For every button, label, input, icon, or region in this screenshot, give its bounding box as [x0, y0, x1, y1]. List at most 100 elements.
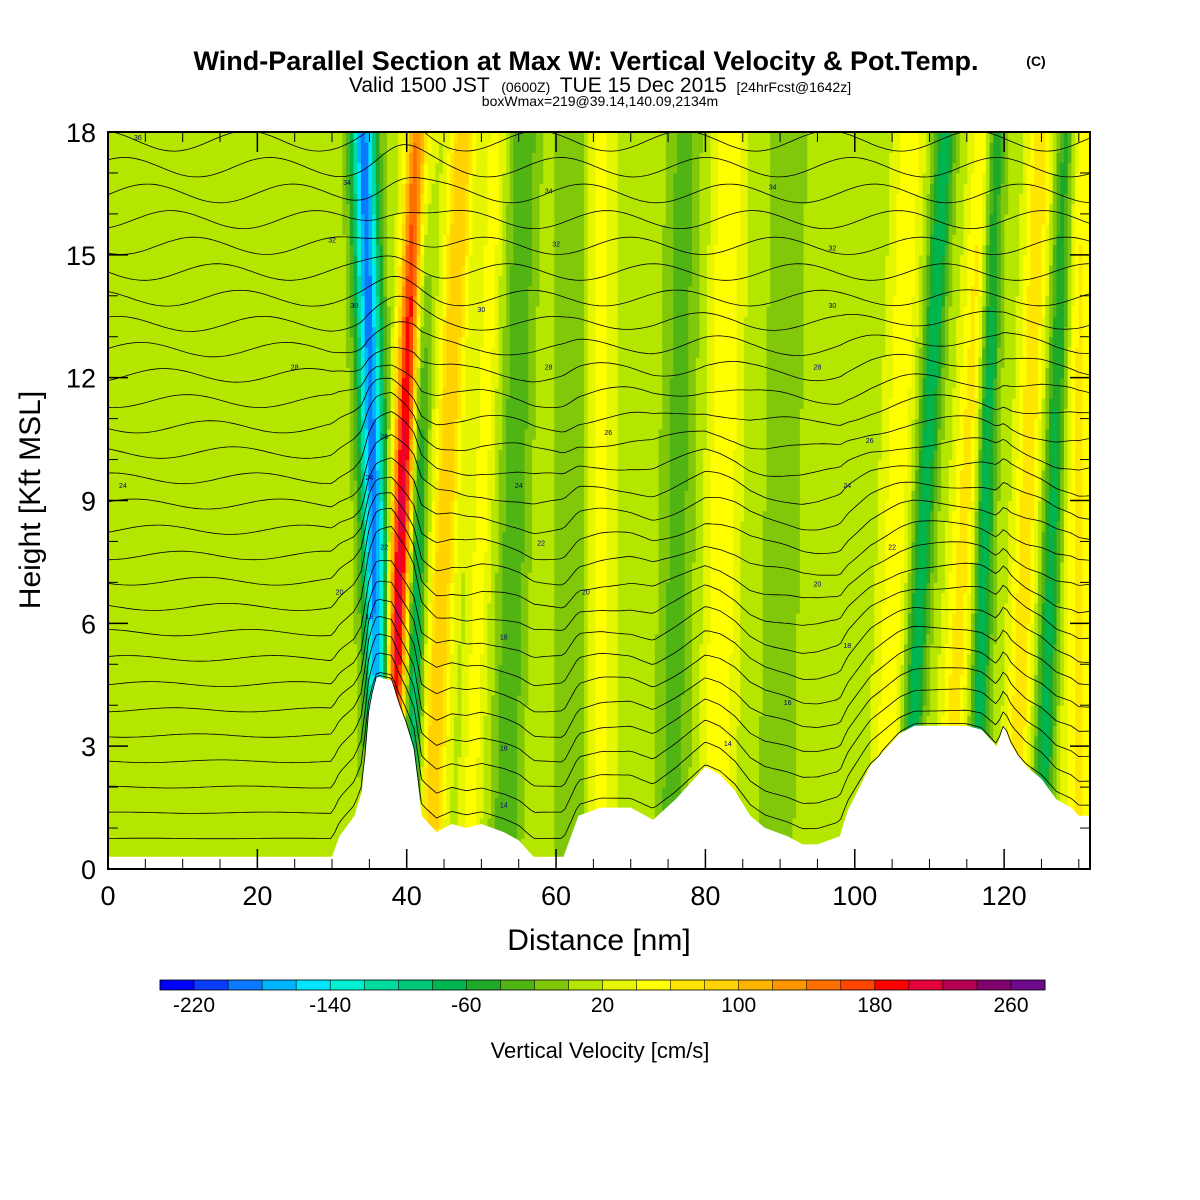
- velocity-cell: [160, 306, 165, 317]
- velocity-cell: [167, 633, 172, 645]
- velocity-cell: [305, 674, 310, 686]
- velocity-cell: [115, 193, 120, 205]
- velocity-cell: [331, 387, 336, 399]
- velocity-cell: [293, 735, 299, 747]
- velocity-cell: [331, 582, 336, 594]
- velocity-cell: [130, 244, 135, 256]
- velocity-cell: [230, 561, 236, 573]
- velocity-cell: [215, 674, 221, 686]
- velocity-cell: [241, 346, 247, 358]
- velocity-cell: [182, 306, 187, 317]
- velocity-cell: [115, 418, 120, 430]
- velocity-cell: [119, 664, 124, 676]
- velocity-cell: [126, 408, 131, 420]
- velocity-cell: [182, 295, 187, 307]
- velocity-cell: [227, 203, 232, 215]
- velocity-cell: [346, 459, 351, 471]
- velocity-cell: [197, 203, 202, 215]
- velocity-cell: [264, 654, 269, 665]
- velocity-cell: [230, 306, 236, 317]
- velocity-cell: [282, 316, 288, 328]
- velocity-cell: [260, 377, 265, 389]
- velocity-cell: [219, 592, 224, 604]
- velocity-cell: [212, 633, 217, 645]
- velocity-cell: [208, 469, 213, 481]
- velocity-cell: [215, 265, 221, 276]
- velocity-cell: [260, 285, 265, 297]
- velocity-cell: [171, 203, 176, 215]
- velocity-cell: [134, 705, 139, 717]
- velocity-cell: [323, 643, 329, 655]
- velocity-cell: [282, 582, 288, 594]
- velocity-cell: [245, 500, 250, 512]
- velocity-cell: [282, 152, 288, 164]
- velocity-cell: [245, 193, 250, 205]
- velocity-cell: [145, 787, 150, 798]
- velocity-cell: [316, 213, 321, 225]
- velocity-cell: [264, 428, 269, 440]
- velocity-cell: [238, 787, 243, 798]
- velocity-cell: [353, 592, 358, 604]
- velocity-cell: [145, 674, 150, 686]
- velocity-cell: [290, 203, 295, 215]
- velocity-cell: [208, 398, 213, 409]
- velocity-cell: [249, 398, 254, 409]
- velocity-cell: [357, 418, 362, 430]
- velocity-cell: [115, 602, 120, 614]
- velocity-cell: [208, 213, 213, 225]
- velocity-cell: [227, 377, 232, 389]
- velocity-cell: [245, 234, 250, 246]
- velocity-cell: [141, 582, 146, 594]
- velocity-cell: [193, 848, 198, 860]
- velocity-cell: [134, 428, 139, 440]
- velocity-cell: [208, 694, 213, 706]
- velocity-cell: [234, 367, 239, 379]
- velocity-cell: [200, 387, 206, 399]
- velocity-cell: [111, 633, 117, 645]
- velocity-cell: [212, 357, 217, 369]
- velocity-cell: [182, 142, 187, 154]
- velocity-cell: [238, 367, 243, 379]
- velocity-cell: [227, 234, 232, 246]
- velocity-cell: [305, 623, 310, 635]
- velocity-cell: [174, 664, 180, 676]
- velocity-cell: [353, 152, 358, 164]
- velocity-cell: [249, 654, 254, 665]
- velocity-cell: [189, 848, 195, 860]
- velocity-cell: [160, 377, 165, 389]
- velocity-cell: [200, 306, 206, 317]
- velocity-cell: [264, 705, 269, 717]
- velocity-cell: [115, 428, 120, 440]
- velocity-cell: [148, 193, 154, 205]
- velocity-cell: [119, 602, 124, 614]
- velocity-cell: [178, 674, 183, 686]
- velocity-cell: [360, 162, 366, 174]
- velocity-cell: [182, 346, 187, 358]
- velocity-cell: [320, 551, 325, 563]
- velocity-cell: [134, 439, 139, 450]
- velocity-cell: [163, 613, 169, 624]
- velocity-cell: [130, 551, 135, 563]
- velocity-cell: [227, 224, 232, 235]
- velocity-cell: [271, 592, 276, 604]
- velocity-cell: [141, 377, 146, 389]
- velocity-cell: [245, 623, 250, 635]
- velocity-cell: [238, 817, 243, 829]
- velocity-cell: [327, 828, 332, 839]
- velocity-cell: [323, 582, 329, 594]
- velocity-cell: [279, 203, 284, 215]
- velocity-cell: [208, 224, 213, 235]
- velocity-cell: [156, 531, 161, 543]
- velocity-cell: [148, 807, 154, 819]
- velocity-cell: [178, 694, 183, 706]
- velocity-cell: [171, 541, 176, 553]
- velocity-cell: [357, 725, 362, 737]
- velocity-cell: [186, 480, 191, 491]
- velocity-cell: [253, 132, 258, 143]
- velocity-cell: [122, 490, 128, 502]
- velocity-cell: [111, 705, 117, 717]
- velocity-cell: [338, 254, 343, 266]
- velocity-cell: [145, 428, 150, 440]
- velocity-cell: [215, 510, 221, 522]
- velocity-cell: [238, 756, 243, 768]
